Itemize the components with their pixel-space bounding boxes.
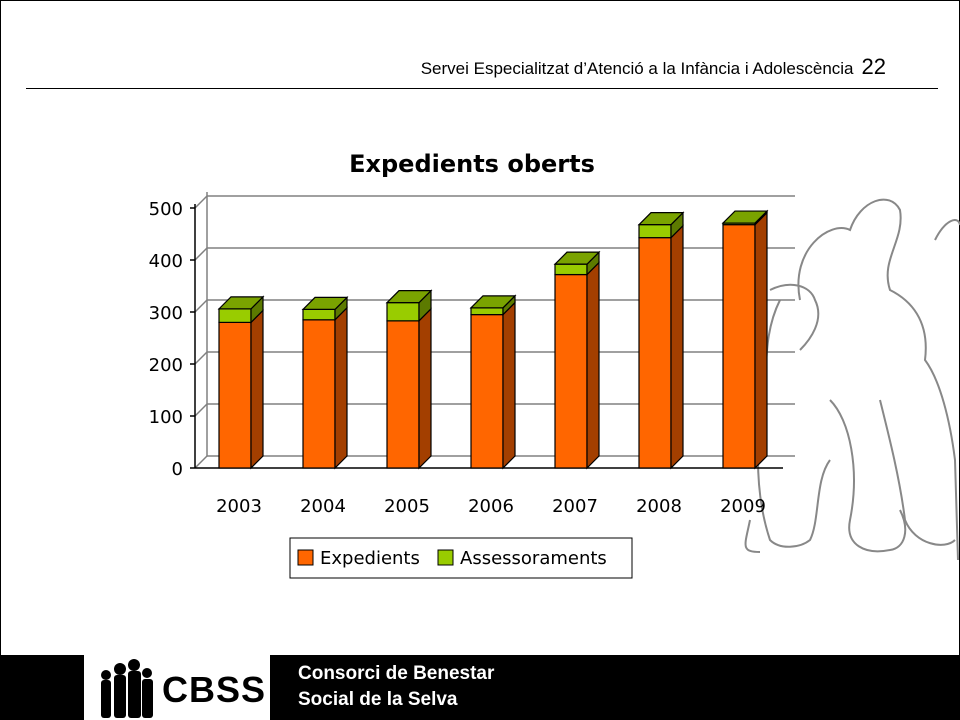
x-tick-label-2009: 2009 — [720, 496, 766, 517]
bar-assessoraments-2004 — [301, 295, 349, 322]
bar-assessoraments-2006 — [469, 294, 517, 317]
bar-side — [586, 261, 600, 470]
bar-expedients-2003 — [218, 308, 264, 470]
organization-name: Consorci de Benestar Social de la Selva — [298, 661, 494, 713]
gridline-side-100 — [194, 403, 208, 417]
bar-front — [218, 321, 252, 469]
legend-label-assessoraments: Assessoraments — [460, 548, 607, 569]
bar-assessoraments-2007 — [553, 250, 601, 277]
y-tick-label-200: 200 — [149, 355, 183, 376]
gridline-side-200 — [194, 351, 208, 365]
organization-line-2: Social de la Selva — [298, 689, 458, 710]
bar-side — [754, 211, 768, 470]
x-axis-labels: 2003 2004 2005 2006 2007 2008 2009 — [216, 496, 766, 517]
x-tick-label-2007: 2007 — [552, 496, 598, 517]
legend-swatch-expedients — [297, 549, 314, 566]
y-tick-label-300: 300 — [149, 303, 183, 324]
bar-top — [385, 290, 433, 304]
cbss-logo: CBSS — [84, 655, 270, 720]
bar-side — [334, 306, 348, 470]
bar-top — [553, 251, 601, 265]
x-tick-label-2005: 2005 — [384, 496, 430, 517]
y-axis-labels: 0 100 200 300 400 500 — [149, 199, 183, 480]
x-tick-label-2004: 2004 — [300, 496, 346, 517]
bar-side — [502, 301, 516, 470]
y-tick-label-0: 0 — [172, 459, 183, 480]
bar-chart: Expedients oberts 2003 2004 2005 2006 2007 20… — [149, 150, 795, 579]
footer: CBSS Consorci de Benestar Social de la S… — [0, 655, 960, 720]
page-number: 22 — [861, 54, 886, 79]
people-group-icon — [101, 659, 153, 718]
gridline-side-400 — [194, 247, 208, 261]
bar-assessoraments-2009 — [721, 209, 769, 227]
bar-side — [670, 224, 684, 470]
bar-front — [386, 302, 420, 322]
chart-title: Expedients oberts — [349, 150, 595, 178]
bar-side — [418, 307, 432, 470]
logo-text: CBSS — [162, 669, 267, 710]
bar-top — [301, 296, 349, 310]
bar-front — [638, 224, 672, 239]
gridline-side-0 — [194, 455, 208, 469]
x-tick-label-2008: 2008 — [636, 496, 682, 517]
bar-front — [386, 320, 420, 469]
bar-side — [250, 308, 264, 470]
bar-expedients-2004 — [302, 306, 348, 470]
y-tick-label-500: 500 — [149, 199, 183, 220]
bar-assessoraments-2005 — [385, 289, 433, 323]
y-tick-label-100: 100 — [149, 407, 183, 428]
bar-front — [722, 224, 756, 469]
bar-expedients-2008 — [638, 224, 684, 470]
bar-front — [554, 263, 588, 276]
bar-front — [218, 308, 252, 324]
gridline-side-500 — [194, 195, 208, 209]
header-title: Servei Especialitzat d’Atenció a la Infà… — [420, 59, 854, 78]
bar-top — [217, 296, 265, 310]
legend-box — [289, 537, 633, 579]
bar-front — [470, 307, 504, 316]
header-divider — [26, 88, 938, 89]
bar-front — [554, 273, 588, 469]
bar-assessoraments-2003 — [217, 295, 265, 324]
legend-swatch-assessoraments — [437, 549, 454, 566]
x-tick-label-2006: 2006 — [468, 496, 514, 517]
bar-front — [302, 308, 336, 321]
bar-expedients-2005 — [386, 307, 432, 470]
bar-top — [469, 295, 517, 309]
gridline-side-300 — [194, 299, 208, 313]
organization-line-1: Consorci de Benestar — [298, 663, 495, 684]
legend-label-expedients: Expedients — [320, 548, 420, 569]
bar-front — [638, 237, 672, 469]
bar-expedients-2006 — [470, 301, 516, 470]
bar-expedients-2009 — [722, 211, 768, 470]
x-tick-label-2003: 2003 — [216, 496, 262, 517]
header: Servei Especialitzat d’Atenció a la Infà… — [0, 54, 886, 80]
y-tick-label-400: 400 — [149, 251, 183, 272]
chart-bars — [217, 209, 769, 470]
chart-legend: Expedients Assessoraments — [289, 537, 633, 579]
bar-top — [637, 212, 685, 226]
bar-assessoraments-2008 — [637, 211, 685, 240]
bar-top — [721, 210, 769, 224]
bar-expedients-2007 — [554, 261, 600, 470]
bar-front — [302, 319, 336, 469]
bar-front — [470, 314, 504, 469]
